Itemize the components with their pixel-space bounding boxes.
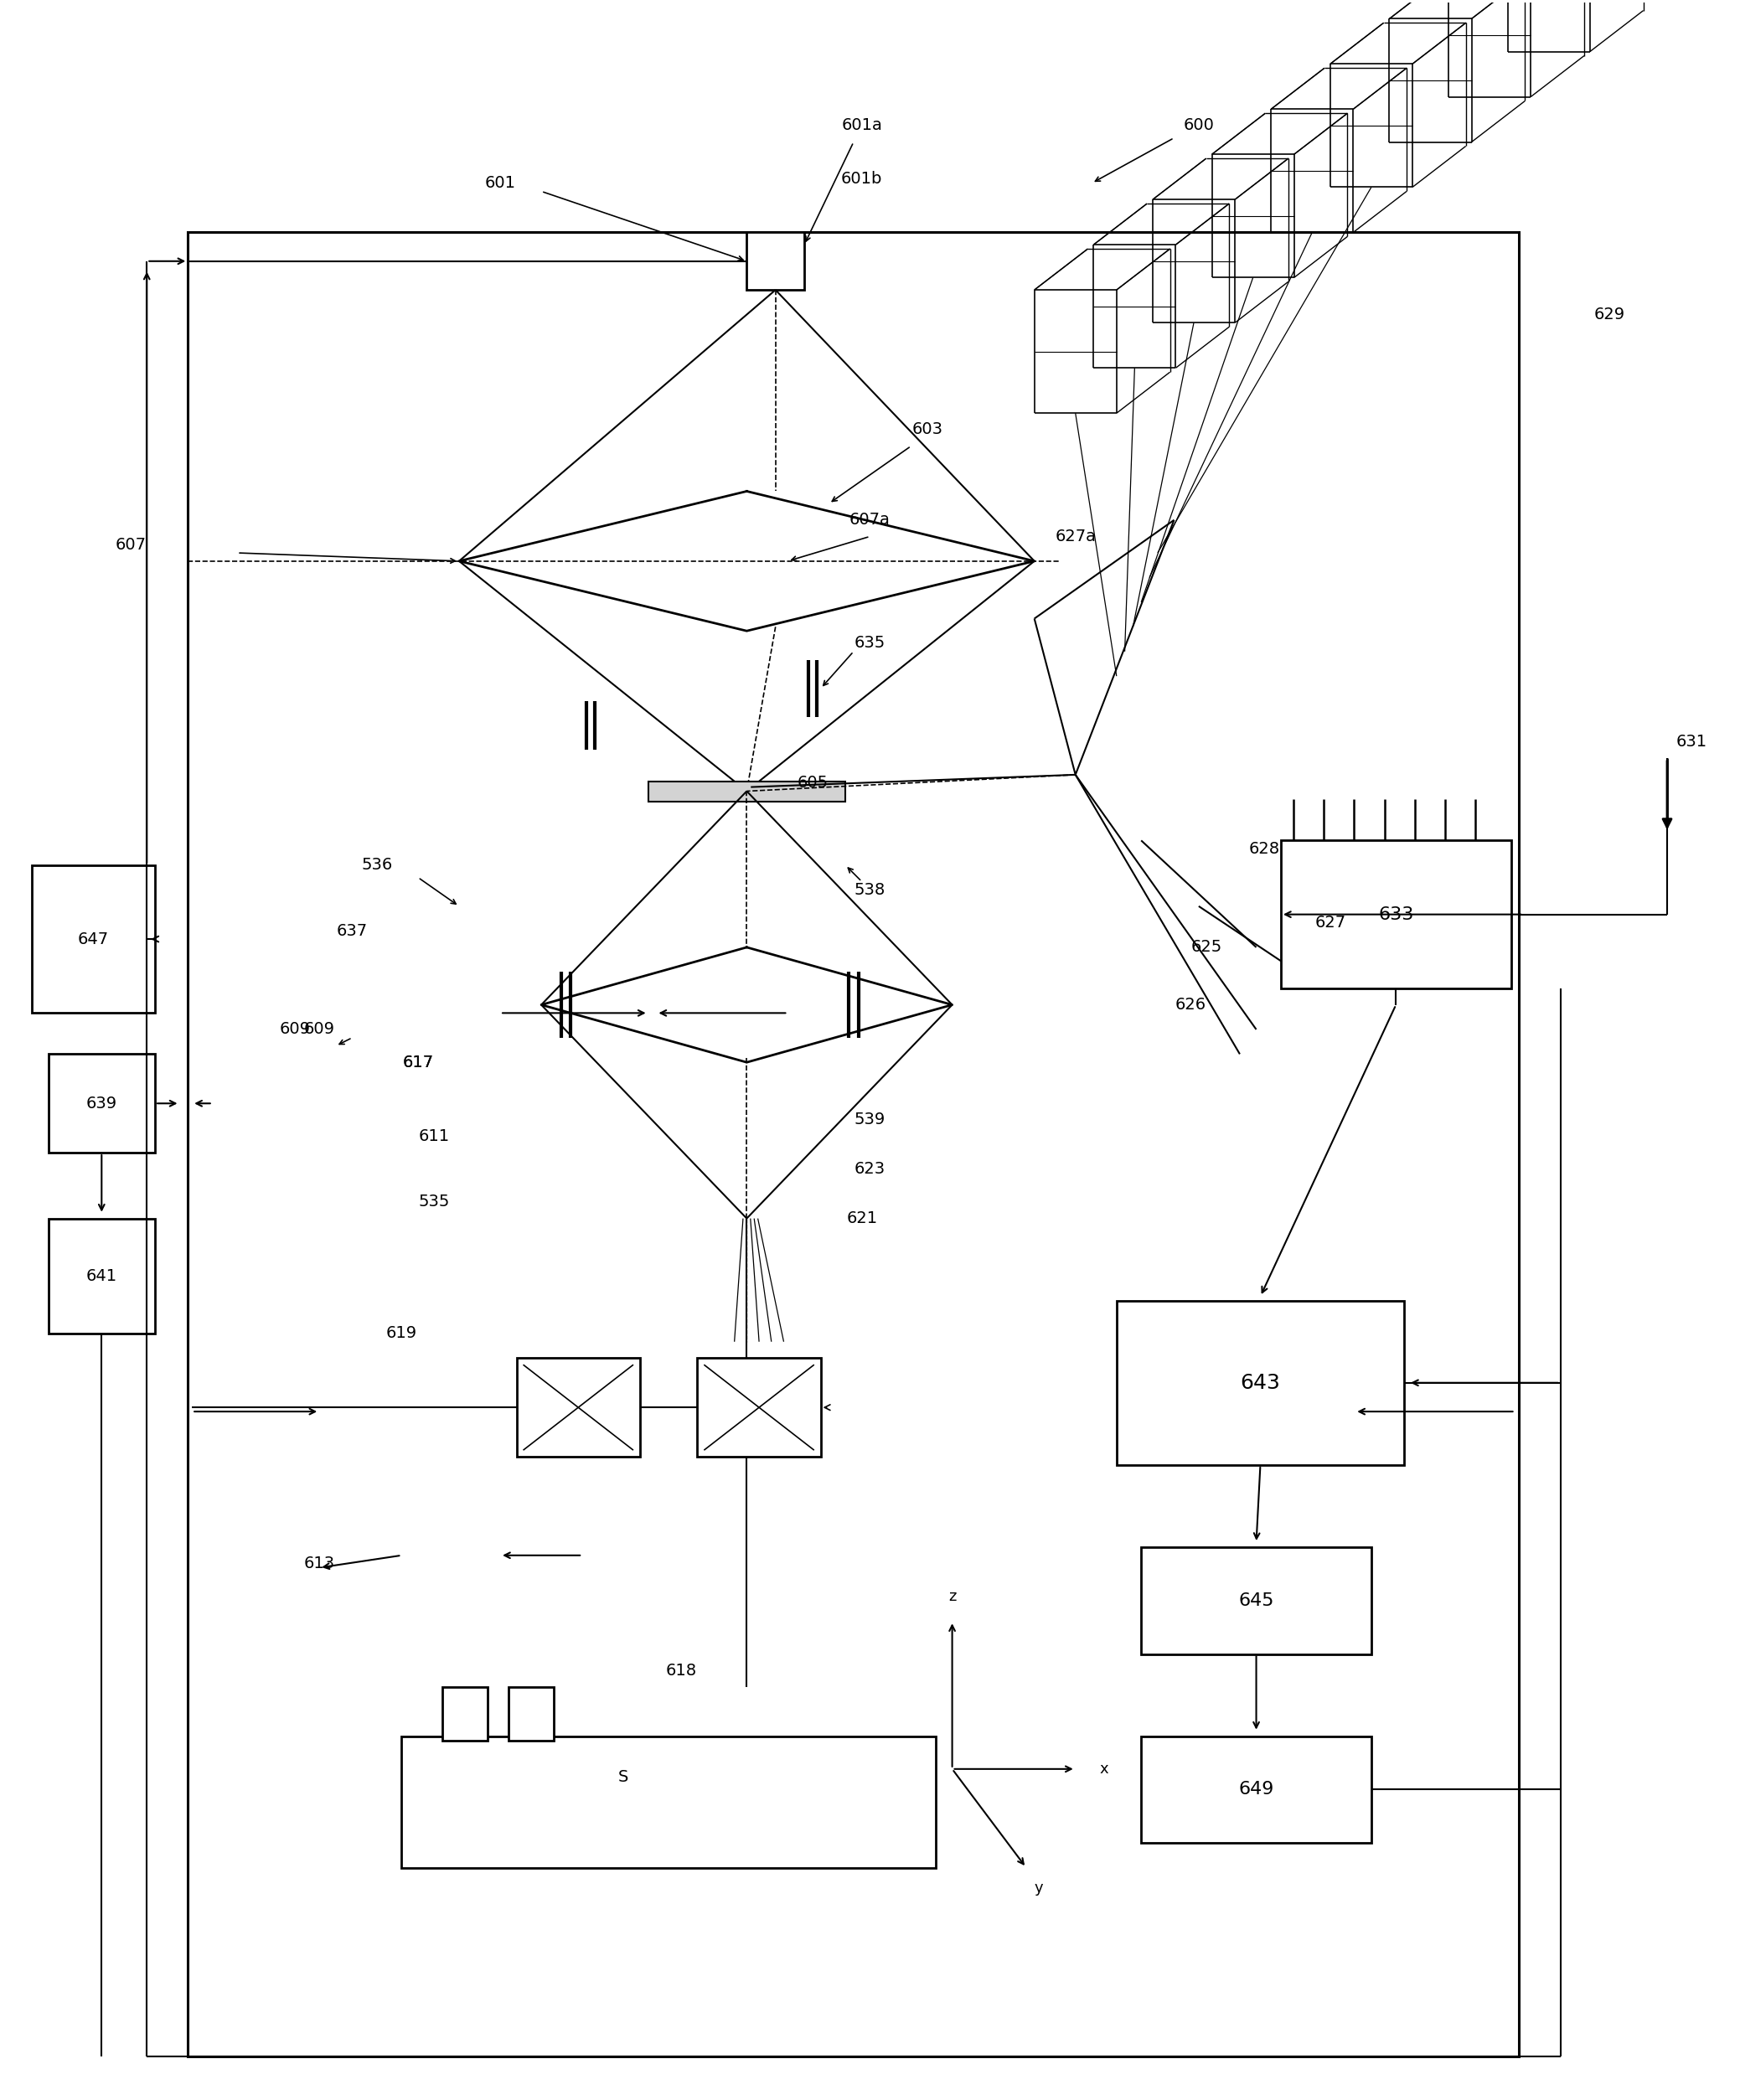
Text: 621: 621: [846, 1210, 877, 1226]
Text: 601a: 601a: [842, 118, 882, 134]
Text: 607a: 607a: [849, 512, 891, 527]
Text: 643: 643: [1241, 1373, 1281, 1392]
Text: 603: 603: [912, 422, 943, 437]
Text: 647: 647: [78, 930, 110, 947]
Bar: [402, 1737, 936, 1867]
Bar: [49, 1218, 155, 1334]
Bar: [31, 865, 155, 1012]
Text: S: S: [618, 1770, 628, 1785]
Text: 645: 645: [1239, 1592, 1274, 1609]
Text: 535: 535: [419, 1195, 451, 1210]
Text: 623: 623: [854, 1161, 886, 1178]
Text: 627a: 627a: [1054, 529, 1096, 544]
Text: 619: 619: [386, 1325, 418, 1342]
Text: 618: 618: [665, 1663, 696, 1678]
Text: 639: 639: [85, 1096, 117, 1111]
Bar: [508, 1686, 553, 1741]
Text: 635: 635: [854, 636, 886, 651]
Text: 625: 625: [1192, 939, 1223, 956]
Text: 633: 633: [1378, 905, 1413, 922]
Text: 626: 626: [1175, 998, 1206, 1012]
Text: 601: 601: [485, 174, 515, 191]
Text: 631: 631: [1676, 733, 1707, 750]
Text: 607: 607: [115, 538, 146, 552]
Bar: [698, 1359, 821, 1457]
Text: 538: 538: [854, 882, 886, 897]
Text: 641: 641: [85, 1268, 117, 1283]
Text: 611: 611: [419, 1128, 451, 1144]
Text: 649: 649: [1239, 1781, 1274, 1798]
Bar: [1281, 840, 1510, 989]
Text: 629: 629: [1594, 307, 1625, 323]
Bar: [647, 781, 846, 802]
Text: 628: 628: [1249, 840, 1281, 857]
Text: y: y: [1034, 1882, 1042, 1896]
Text: z: z: [948, 1590, 955, 1604]
Text: 617: 617: [402, 1054, 433, 1071]
Bar: [49, 1054, 155, 1153]
Text: 601b: 601b: [840, 170, 882, 187]
Bar: [1141, 1737, 1371, 1844]
Text: 613: 613: [304, 1556, 334, 1571]
Text: 539: 539: [854, 1111, 886, 1128]
Text: 627: 627: [1315, 916, 1345, 930]
Text: 609: 609: [278, 1021, 310, 1037]
Text: 617: 617: [402, 1054, 433, 1071]
Text: 609: 609: [304, 1021, 334, 1037]
Bar: [1117, 1300, 1404, 1466]
Bar: [1141, 1548, 1371, 1655]
Bar: [746, 233, 804, 290]
Text: x: x: [1100, 1762, 1108, 1777]
Bar: [188, 233, 1519, 2056]
Bar: [517, 1359, 640, 1457]
Text: 600: 600: [1183, 118, 1215, 134]
Text: 605: 605: [797, 775, 828, 792]
Text: 637: 637: [338, 922, 367, 939]
Bar: [442, 1686, 487, 1741]
Text: 536: 536: [362, 857, 393, 874]
